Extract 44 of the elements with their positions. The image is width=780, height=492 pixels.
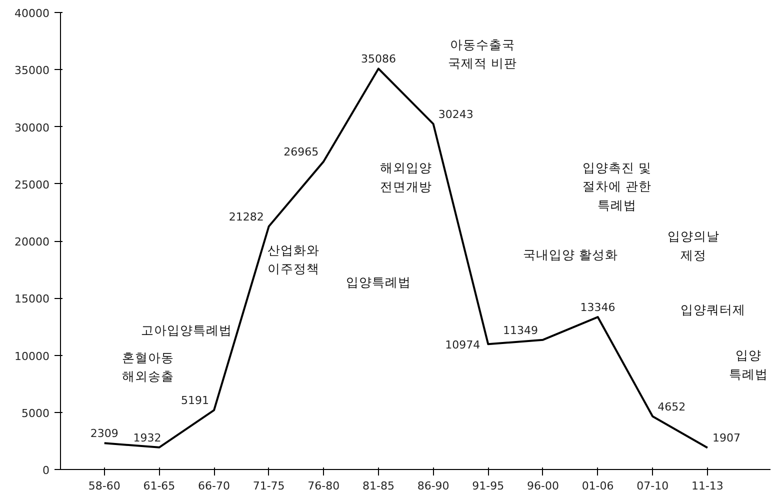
annotation: 입양의날 제정 xyxy=(668,228,720,262)
x-tick-label: 61-65 xyxy=(143,480,176,492)
annotation: 산업화와 이주정책 xyxy=(268,242,320,276)
y-tick-label: 5000 xyxy=(22,406,50,420)
x-tick-label: 07-10 xyxy=(636,480,669,492)
y-tick-label: 25000 xyxy=(14,178,50,192)
data-label: 1932 xyxy=(133,431,162,444)
x-tick-label: 81-85 xyxy=(362,480,394,492)
x-tick-label: 58-60 xyxy=(88,480,120,492)
data-label: 10974 xyxy=(445,338,480,352)
data-label: 26965 xyxy=(284,145,319,158)
x-tick-label: 96-00 xyxy=(526,480,559,492)
annotation: 입양 특례법 xyxy=(729,348,768,382)
data-label: 13346 xyxy=(580,301,616,314)
y-tick-label: 35000 xyxy=(14,64,50,78)
y-tick-label: 30000 xyxy=(14,121,50,134)
y-tick-label: 10000 xyxy=(14,350,50,363)
y-tick-label: 40000 xyxy=(14,7,50,20)
data-label: 11349 xyxy=(502,324,538,337)
annotation: 입양쿼터제 xyxy=(680,302,746,318)
x-tick-label: 76-80 xyxy=(308,480,340,492)
x-tick-label: 71-75 xyxy=(252,480,285,492)
data-label: 1907 xyxy=(712,432,740,445)
annotation: 입양특례법 xyxy=(346,274,411,290)
y-tick-label: 15000 xyxy=(14,292,50,306)
data-label: 35086 xyxy=(360,52,396,66)
data-label: 4652 xyxy=(658,400,686,414)
y-tick-label: 0 xyxy=(42,464,50,477)
annotation: 아동수출국 국제적 비판 xyxy=(448,36,518,71)
data-label: 2309 xyxy=(90,427,118,440)
data-label: 5191 xyxy=(181,394,210,408)
annotation: 고아입양특례법 xyxy=(141,322,232,338)
x-tick-label: 11-13 xyxy=(691,480,724,492)
annotation: 입양촉진 및 절차에 관한 특례법 xyxy=(582,160,652,212)
annotation: 해외입양 전면개방 xyxy=(380,160,432,194)
data-label: 21282 xyxy=(228,210,264,224)
y-tick-label: 20000 xyxy=(14,236,50,248)
x-tick-label: 66-70 xyxy=(198,480,230,492)
x-tick-label: 01-06 xyxy=(582,480,614,492)
annotation: 혼혈아동 해외송출 xyxy=(122,350,174,384)
x-tick-label: 86-90 xyxy=(417,480,450,492)
x-tick-label: 91-95 xyxy=(472,480,504,492)
annotation: 국내입양 활성화 xyxy=(522,247,618,262)
data-label: 30243 xyxy=(438,108,474,121)
